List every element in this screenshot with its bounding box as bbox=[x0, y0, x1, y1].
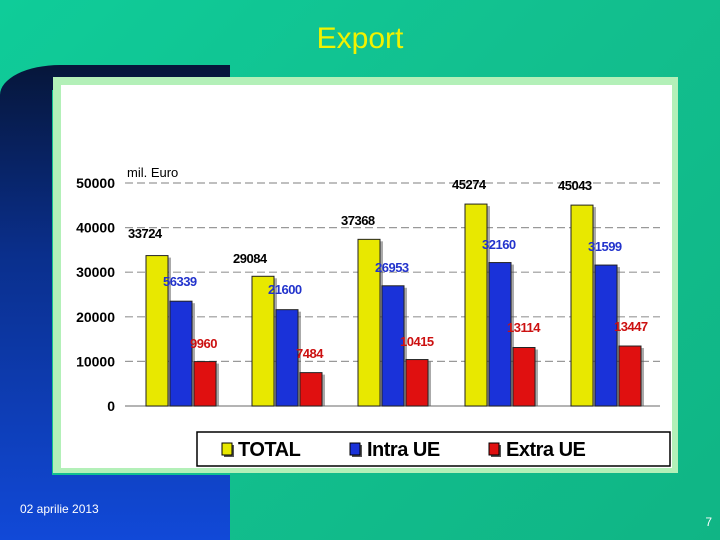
y-tick-label: 20000 bbox=[76, 309, 115, 325]
slide-title: Export bbox=[316, 22, 404, 55]
data-label: 45043 bbox=[558, 178, 592, 193]
bar-intra-ue bbox=[594, 264, 618, 407]
data-label: 7484 bbox=[296, 346, 324, 361]
data-label: 10415 bbox=[400, 334, 434, 349]
legend-label: Intra UE bbox=[367, 439, 440, 461]
data-label: 32160 bbox=[482, 237, 516, 252]
bar-extra-ue bbox=[299, 372, 323, 407]
bar-total bbox=[357, 238, 381, 407]
bar-total bbox=[570, 204, 594, 407]
y-tick-label: 0 bbox=[107, 398, 115, 414]
bar-intra-ue bbox=[381, 285, 405, 407]
data-label: 21600 bbox=[268, 282, 302, 297]
data-label: 29084 bbox=[233, 251, 268, 266]
data-label: 37368 bbox=[341, 213, 375, 228]
bar-intra-ue bbox=[275, 309, 299, 407]
bar-total bbox=[145, 255, 169, 407]
y-tick-label: 50000 bbox=[76, 175, 115, 191]
bar-total bbox=[251, 275, 275, 407]
slide-date: 02 aprilie 2013 bbox=[20, 502, 99, 516]
data-label: 26953 bbox=[375, 260, 409, 275]
legend-swatch bbox=[488, 442, 500, 456]
bar-extra-ue bbox=[193, 361, 217, 407]
data-label: 13114 bbox=[507, 320, 541, 335]
data-label: 9960 bbox=[190, 336, 217, 351]
page-number: 7 bbox=[705, 515, 712, 529]
y-tick-label: 10000 bbox=[76, 353, 115, 369]
legend-label: Extra UE bbox=[506, 439, 586, 461]
legend-label: TOTAL bbox=[238, 439, 301, 461]
bar-extra-ue bbox=[618, 345, 642, 407]
bar-intra-ue bbox=[488, 262, 512, 407]
bar-extra-ue bbox=[405, 359, 429, 407]
y-axis-label: mil. Euro bbox=[127, 165, 178, 180]
data-label: 45274 bbox=[452, 177, 487, 192]
legend-swatch bbox=[349, 442, 361, 456]
y-tick-label: 40000 bbox=[76, 220, 115, 236]
legend-swatch bbox=[221, 442, 233, 456]
bar-extra-ue bbox=[512, 347, 536, 407]
data-label: 56339 bbox=[163, 274, 197, 289]
data-label: 31599 bbox=[588, 239, 622, 254]
bar-intra-ue bbox=[169, 300, 193, 407]
bar-total bbox=[464, 203, 488, 407]
legend-box bbox=[196, 431, 671, 467]
data-label: 33724 bbox=[128, 226, 163, 241]
y-tick-label: 30000 bbox=[76, 264, 115, 280]
data-label: 13447 bbox=[614, 319, 648, 334]
